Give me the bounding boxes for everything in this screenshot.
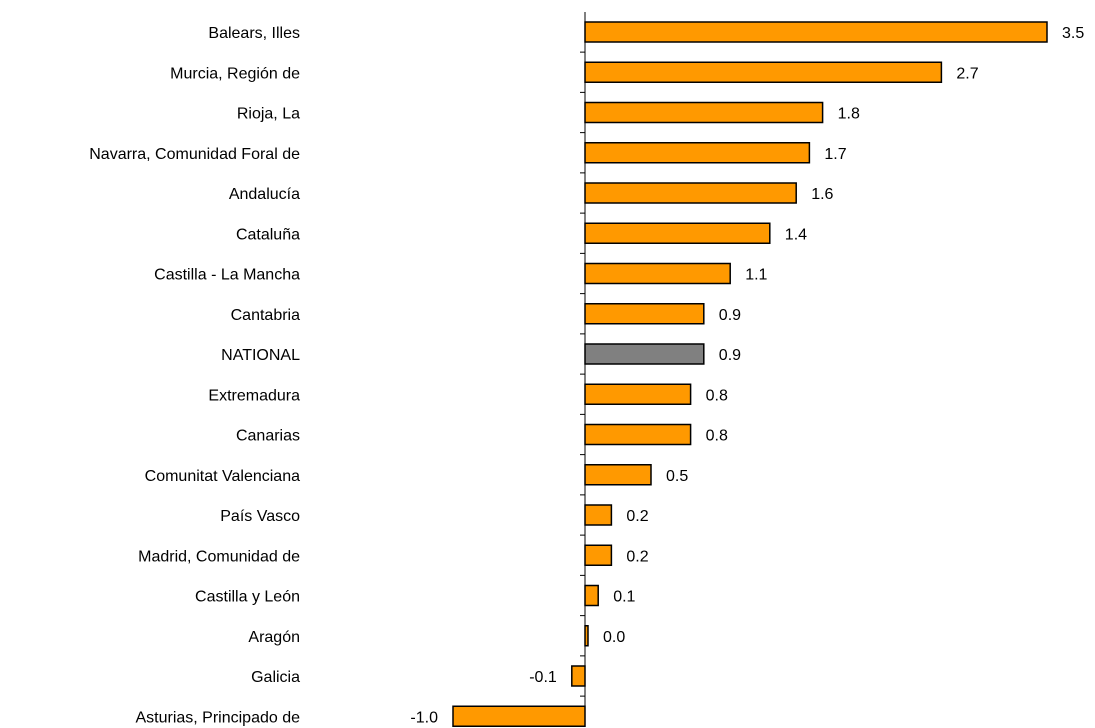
category-label-cantabria: Cantabria bbox=[231, 307, 300, 324]
category-label-balears-illes: Balears, Illes bbox=[208, 25, 300, 42]
category-label-andalucia: Andalucía bbox=[229, 186, 300, 203]
category-label-navarra-comunidad-foral-de: Navarra, Comunidad Foral de bbox=[89, 146, 300, 163]
value-label-castilla-y-leon: 0.1 bbox=[613, 589, 635, 606]
value-label-cantabria: 0.9 bbox=[719, 307, 741, 324]
value-label-canarias: 0.8 bbox=[706, 428, 728, 445]
bar-comunitat-valenciana bbox=[584, 464, 652, 486]
bar-pais-vasco bbox=[584, 504, 613, 526]
value-label-cataluna: 1.4 bbox=[785, 226, 807, 243]
value-label-balears-illes: 3.5 bbox=[1062, 25, 1084, 42]
category-label-castilla-la-mancha: Castilla - La Mancha bbox=[154, 267, 300, 284]
bar-extremadura bbox=[584, 383, 692, 405]
value-label-galicia: -0.1 bbox=[529, 669, 557, 686]
value-label-extremadura: 0.8 bbox=[706, 387, 728, 404]
category-label-castilla-y-leon: Castilla y León bbox=[195, 589, 300, 606]
value-label-aragon: 0.0 bbox=[603, 629, 625, 646]
bar-cantabria bbox=[584, 303, 705, 325]
category-label-canarias: Canarias bbox=[236, 428, 300, 445]
bar-castilla-y-leon bbox=[584, 584, 599, 607]
value-label-madrid-comunidad-de: 0.2 bbox=[626, 548, 648, 565]
bar-galicia bbox=[571, 665, 586, 687]
bar-navarra-comunidad-foral-de bbox=[584, 142, 811, 164]
axis-ticks bbox=[580, 51, 585, 697]
category-label-cataluna: Cataluña bbox=[236, 226, 300, 243]
category-label-rioja-la: Rioja, La bbox=[237, 106, 300, 123]
category-label-asturias-principado-de: Asturias, Principado de bbox=[135, 709, 300, 726]
category-labels: Balears, Illes Murcia, Región de Rioja, La… bbox=[89, 25, 300, 726]
bar-murcia-region-de bbox=[584, 61, 943, 83]
bars bbox=[452, 21, 1048, 727]
bar-cataluna bbox=[584, 222, 771, 244]
bar-castilla-la-mancha bbox=[584, 262, 731, 285]
category-label-comunitat-valenciana: Comunitat Valenciana bbox=[145, 468, 300, 485]
bar-madrid-comunidad-de bbox=[584, 544, 613, 566]
category-label-madrid-comunidad-de: Madrid, Comunidad de bbox=[138, 548, 300, 565]
bar-national bbox=[584, 343, 705, 365]
bar-andalucia bbox=[584, 182, 797, 204]
value-label-national: 0.9 bbox=[719, 347, 741, 364]
value-label-andalucia: 1.6 bbox=[811, 186, 833, 203]
value-label-murcia-region-de: 2.7 bbox=[956, 65, 978, 82]
category-label-murcia-region-de: Murcia, Región de bbox=[170, 65, 300, 82]
value-label-pais-vasco: 0.2 bbox=[626, 508, 648, 525]
bar-canarias bbox=[584, 423, 692, 446]
category-label-galicia: Galicia bbox=[251, 669, 300, 686]
bar-balears-illes bbox=[584, 21, 1048, 43]
value-label-navarra-comunidad-foral-de: 1.7 bbox=[824, 146, 846, 163]
value-label-rioja-la: 1.8 bbox=[838, 106, 860, 123]
category-label-aragon: Aragón bbox=[248, 629, 300, 646]
bar-rioja-la bbox=[584, 101, 824, 124]
value-label-asturias-principado-de: -1.0 bbox=[410, 709, 438, 726]
value-label-castilla-la-mancha: 1.1 bbox=[745, 267, 767, 284]
bar-asturias-principado-de bbox=[452, 705, 586, 727]
value-labels: 3.5 2.7 1.8 1.7 1.6 1.4 1.1 0.9 0.9 0.8 0.8 0.5 0.2 0… bbox=[410, 25, 1084, 726]
value-label-comunitat-valenciana: 0.5 bbox=[666, 468, 688, 485]
category-label-national: NATIONAL bbox=[221, 347, 300, 364]
category-label-extremadura: Extremadura bbox=[208, 387, 300, 404]
category-label-pais-vasco: País Vasco bbox=[220, 508, 300, 525]
